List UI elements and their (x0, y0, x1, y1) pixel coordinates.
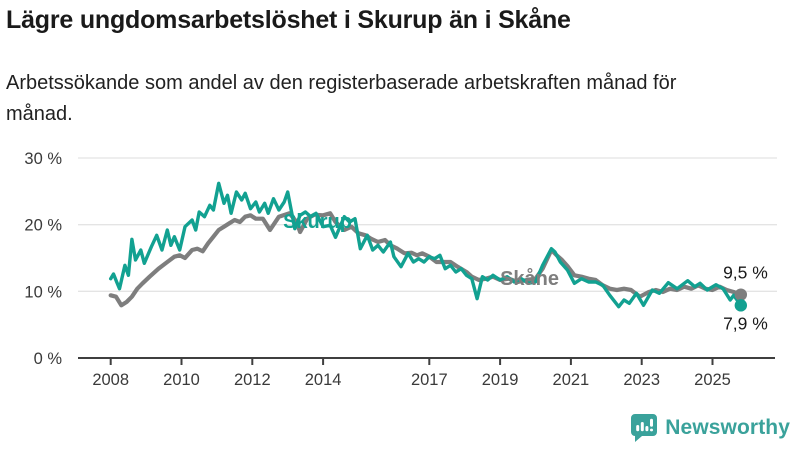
chart-subtitle: Arbetssökande som andel av den registerb… (6, 72, 677, 125)
x-tick-label: 2008 (92, 371, 129, 389)
skurup-end-value: 7,9 % (723, 313, 768, 333)
x-tick-label: 2023 (623, 371, 660, 389)
y-tick-label: 0 % (34, 350, 63, 368)
chart-area: 0 % 10 % 20 % 30 % 2008 2010 2012 2014 2017 2019 2… (0, 145, 800, 405)
x-tick-label: 2014 (305, 371, 342, 389)
unemployment-line-chart: 0 % 10 % 20 % 30 % 2008 2010 2012 2014 2017 2019 2… (24, 150, 777, 389)
x-tick-label: 2012 (234, 371, 271, 389)
page-title: Lägre ungdomsarbetslöshet i Skurup än i … (6, 6, 571, 34)
skurup-line (108, 181, 743, 309)
skane-end-dot (734, 288, 748, 301)
y-tick-label: 10 % (24, 283, 62, 301)
y-tick-label: 30 % (24, 150, 62, 168)
x-tick-label: 2019 (482, 371, 519, 389)
newsworthy-icon (631, 414, 658, 442)
newsworthy-logo: Newsworthy (631, 414, 790, 442)
skurup-end-dot (734, 299, 748, 312)
x-tick-label: 2010 (163, 371, 200, 389)
newsworthy-wordmark: Newsworthy (665, 416, 790, 439)
x-tick-label: 2021 (553, 371, 590, 389)
y-tick-label: 20 % (24, 217, 62, 235)
skane-end-value: 9,5 % (723, 263, 768, 283)
skane-series-label: Skåne (500, 267, 559, 290)
skurup-series-label: Skurup (283, 211, 352, 233)
x-tick-label: 2025 (694, 371, 731, 389)
x-tick-label: 2017 (411, 371, 448, 389)
